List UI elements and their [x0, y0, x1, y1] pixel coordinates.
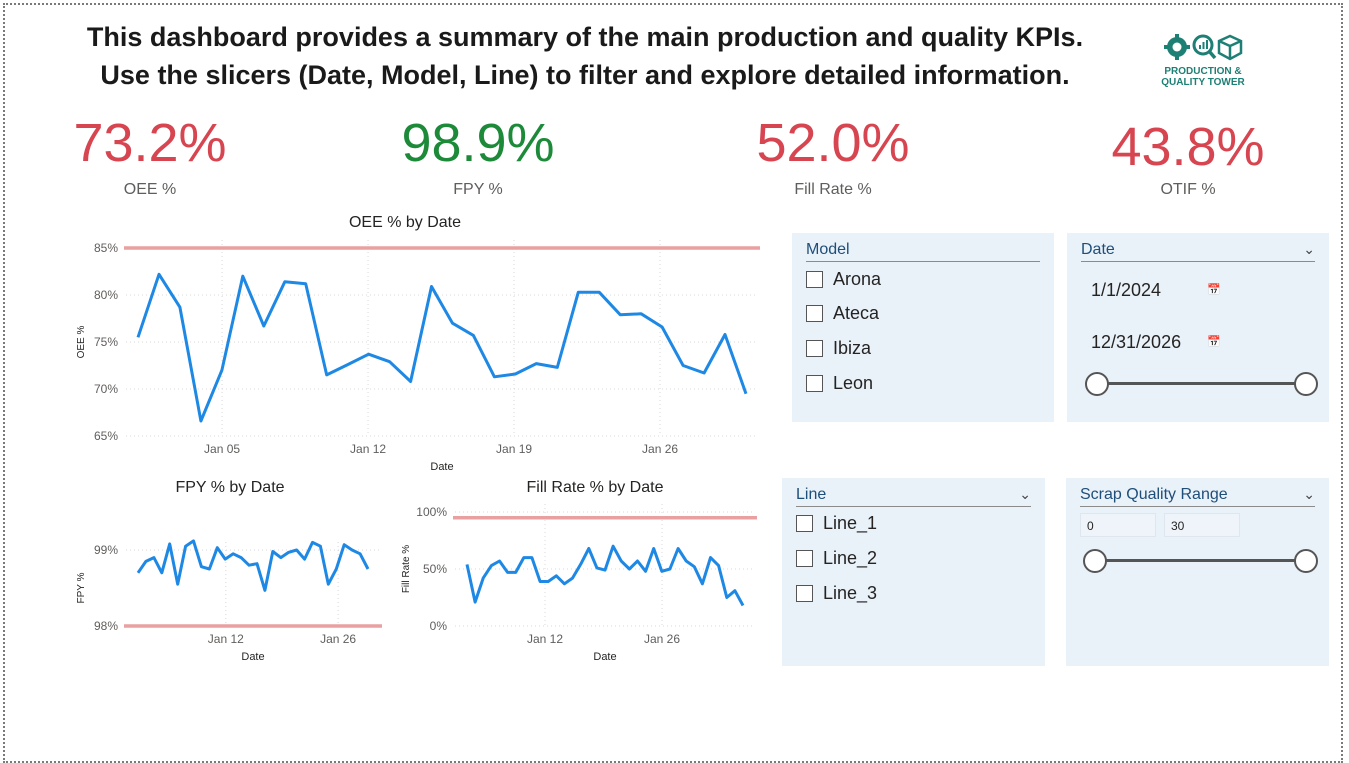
- x-tick-label: Jan 26: [644, 632, 680, 646]
- option-label: Arona: [833, 269, 882, 289]
- y-axis-label: FPY %: [76, 572, 87, 603]
- date-slicer: Date ⌄ 1/1/2024 📅 12/31/2026 📅: [1067, 233, 1329, 422]
- y-tick-label: 75%: [94, 335, 118, 349]
- date-slicer-title: Date: [1081, 241, 1115, 258]
- x-tick-label: Jan 12: [208, 632, 244, 646]
- checkbox[interactable]: [806, 271, 823, 288]
- scrap-range-max-handle[interactable]: [1294, 549, 1318, 573]
- date-range-track[interactable]: [1097, 382, 1307, 385]
- y-tick-label: 65%: [94, 429, 118, 443]
- model-option-arona[interactable]: Arona: [806, 269, 881, 290]
- logo-line-1: PRODUCTION &: [1164, 66, 1242, 77]
- calendar-icon[interactable]: 📅: [1207, 284, 1221, 296]
- x-tick-label: Jan 12: [527, 632, 563, 646]
- kpi-fill-rate-value: 52.0%: [756, 113, 910, 173]
- logo-line-2: QUALITY TOWER: [1161, 77, 1245, 88]
- option-label: Ateca: [833, 303, 880, 323]
- y-axis-label: OEE %: [76, 326, 87, 359]
- fpy-chart-title: FPY % by Date: [175, 479, 285, 496]
- series-line: [136, 272, 748, 423]
- kpi-fill-rate-label: Fill Rate %: [794, 181, 872, 198]
- x-axis-label: Date: [241, 651, 264, 663]
- y-axis-label: Fill Rate %: [401, 545, 412, 593]
- line-slicer-title: Line: [796, 486, 827, 503]
- scrap-range-track[interactable]: [1096, 559, 1306, 562]
- kpi-fpy-value: 98.9%: [401, 113, 555, 173]
- scrap-min-input[interactable]: 0: [1080, 513, 1156, 537]
- fpy-line-chart[interactable]: 99% 98% Jan 12 Jan 26 Date FPY %: [70, 500, 390, 665]
- chevron-down-icon[interactable]: ⌄: [1303, 241, 1315, 257]
- calendar-icon[interactable]: 📅: [1207, 336, 1221, 348]
- fill-rate-chart-title: Fill Rate % by Date: [526, 479, 664, 496]
- y-tick-label: 80%: [94, 288, 118, 302]
- checkbox[interactable]: [796, 550, 813, 567]
- x-tick-label: Jan 05: [204, 442, 240, 456]
- fill-rate-line-chart[interactable]: 100% 50% 0% Jan 12 Jan 26 Date Fill Rate %: [395, 500, 765, 665]
- chevron-down-icon[interactable]: ⌄: [1303, 486, 1315, 502]
- checkbox[interactable]: [806, 375, 823, 392]
- description-line-2: Use the slicers (Date, Model, Line) to f…: [100, 60, 1070, 90]
- y-tick-label: 70%: [94, 382, 118, 396]
- end-date-input[interactable]: 12/31/2026: [1081, 324, 1209, 360]
- checkbox[interactable]: [806, 305, 823, 322]
- x-axis-label: Date: [430, 461, 453, 473]
- y-tick-label: 85%: [94, 241, 118, 255]
- start-date-input[interactable]: 1/1/2024: [1081, 272, 1209, 308]
- y-tick-label: 99%: [94, 543, 118, 557]
- dashboard-description: This dashboard provides a summary of the…: [40, 18, 1130, 94]
- checkbox[interactable]: [806, 340, 823, 357]
- date-range-start-handle[interactable]: [1085, 372, 1109, 396]
- y-tick-label: 0%: [430, 619, 448, 633]
- line-option-3[interactable]: Line_3: [796, 583, 877, 604]
- model-slicer-header: Model: [806, 241, 1040, 262]
- oee-line-chart[interactable]: 85% 80% 75% 70% 65% Jan 05 Jan 12 Jan 19 Jan 26 D…: [70, 235, 770, 475]
- line-option-1[interactable]: Line_1: [796, 513, 877, 534]
- kpi-oee-label: OEE %: [123, 181, 177, 198]
- model-slicer: Model Arona Ateca Ibiza Leon: [792, 233, 1054, 422]
- scrap-slicer-title: Scrap Quality Range: [1080, 486, 1228, 503]
- oee-chart-title: OEE % by Date: [348, 214, 462, 231]
- option-label: Leon: [833, 373, 874, 393]
- date-slicer-header: Date ⌄: [1081, 241, 1315, 262]
- model-option-leon[interactable]: Leon: [806, 373, 873, 394]
- kpi-otif-label: OTIF %: [1160, 181, 1216, 198]
- y-tick-label: 50%: [423, 562, 447, 576]
- line-slicer-header: Line ⌄: [796, 486, 1031, 507]
- x-axis-label: Date: [593, 651, 616, 663]
- kpi-otif-value: 43.8%: [1111, 117, 1265, 177]
- option-label: Ibiza: [833, 338, 872, 358]
- chevron-down-icon[interactable]: ⌄: [1019, 486, 1031, 502]
- series-line: [465, 544, 745, 607]
- checkbox[interactable]: [796, 515, 813, 532]
- date-range-end-handle[interactable]: [1294, 372, 1318, 396]
- model-slicer-title: Model: [806, 241, 850, 258]
- kpi-fpy-label: FPY %: [453, 181, 503, 198]
- x-tick-label: Jan 26: [642, 442, 678, 456]
- model-option-ibiza[interactable]: Ibiza: [806, 338, 871, 359]
- model-option-ateca[interactable]: Ateca: [806, 303, 879, 324]
- logo: PRODUCTION & QUALITY TOWER: [1158, 33, 1248, 88]
- x-tick-label: Jan 26: [320, 632, 356, 646]
- option-label: Line_1: [823, 513, 878, 533]
- line-option-2[interactable]: Line_2: [796, 548, 877, 569]
- kpi-oee-value: 73.2%: [73, 113, 227, 173]
- scrap-quality-slicer: Scrap Quality Range ⌄ 0 30: [1066, 478, 1329, 666]
- scrap-range-min-handle[interactable]: [1083, 549, 1107, 573]
- scrap-max-input[interactable]: 30: [1164, 513, 1240, 537]
- series-line: [136, 539, 370, 592]
- production-quality-logo-icon: [1164, 34, 1243, 61]
- x-tick-label: Jan 12: [350, 442, 386, 456]
- checkbox[interactable]: [796, 585, 813, 602]
- option-label: Line_2: [823, 548, 878, 568]
- y-tick-label: 98%: [94, 619, 118, 633]
- line-slicer: Line ⌄ Line_1 Line_2 Line_3: [782, 478, 1045, 666]
- y-tick-label: 100%: [416, 505, 447, 519]
- option-label: Line_3: [823, 583, 878, 603]
- scrap-slicer-header: Scrap Quality Range ⌄: [1080, 486, 1315, 507]
- description-line-1: This dashboard provides a summary of the…: [86, 22, 1084, 52]
- x-tick-label: Jan 19: [496, 442, 532, 456]
